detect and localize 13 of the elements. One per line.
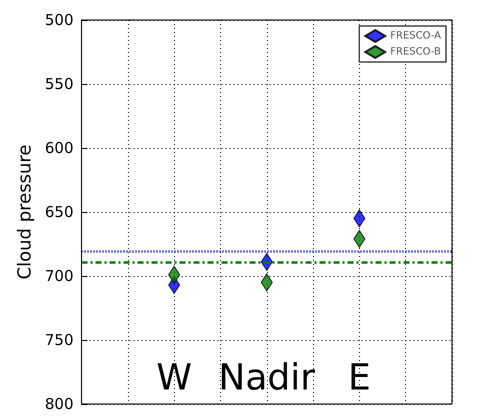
y-tick-label: 700	[44, 267, 74, 285]
y-tick-label: 750	[44, 331, 74, 349]
legend-label: FRESCO-A	[390, 30, 442, 42]
x-tick-label: Nadir	[218, 358, 316, 398]
legend-label: FRESCO-B	[390, 46, 442, 58]
x-tick-label: E	[348, 358, 371, 398]
y-tick-label: 550	[44, 75, 74, 93]
y-tick-label: 500	[44, 11, 74, 29]
y-tick-label: 800	[44, 395, 74, 413]
y-tick-label: 600	[44, 139, 74, 157]
y-axis-title: Cloud pressure	[14, 144, 36, 280]
y-tick-label: 650	[44, 203, 74, 221]
x-tick-label: W	[156, 358, 192, 398]
